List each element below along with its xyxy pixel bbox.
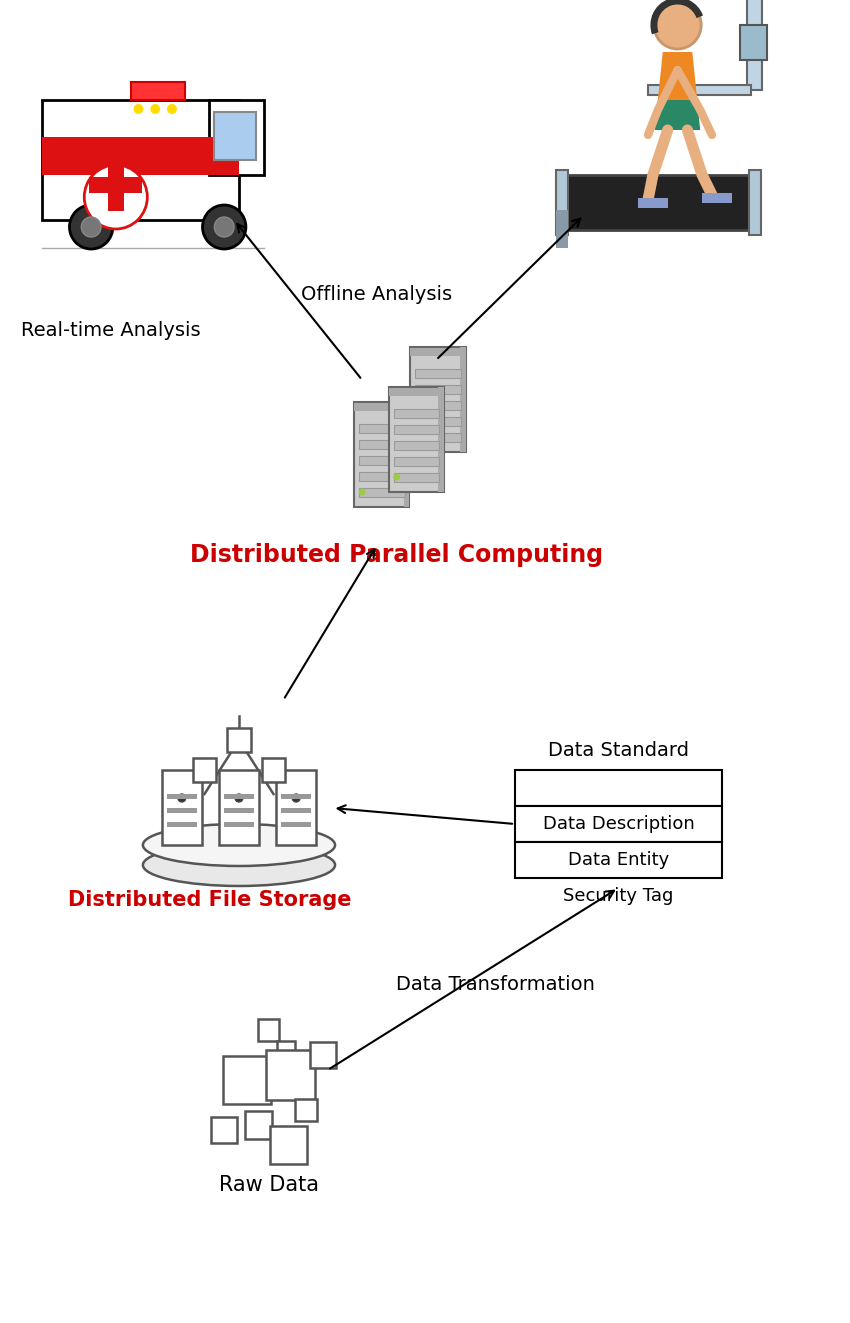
Bar [411,347,466,452]
Bar [388,388,444,492]
Circle shape [84,165,147,229]
Circle shape [292,794,300,802]
Bar [416,417,461,426]
Text: Data Entity: Data Entity [568,851,669,869]
Bar [360,441,405,448]
Bar [219,770,258,845]
Bar [460,347,466,452]
Bar [214,112,256,160]
Bar [360,472,405,482]
Bar [360,423,405,433]
Bar [746,0,762,90]
Circle shape [654,1,701,49]
Text: Data Standard: Data Standard [548,741,688,759]
Bar [360,456,405,464]
Polygon shape [654,101,700,130]
Bar [354,402,410,507]
Polygon shape [658,52,697,101]
Bar [89,177,143,193]
Bar [394,441,439,450]
Bar [245,1111,273,1139]
Bar [438,388,444,492]
Ellipse shape [143,824,335,867]
Circle shape [394,474,400,480]
Text: Real-time Analysis: Real-time Analysis [21,320,201,340]
Bar [648,85,751,95]
Circle shape [178,794,186,802]
Bar [394,409,439,418]
Bar [269,1126,307,1164]
Bar [227,728,251,751]
Bar [310,1043,336,1068]
Circle shape [70,205,113,249]
Bar [295,1099,317,1121]
Bar [42,101,239,220]
Bar [750,169,762,235]
Bar [416,369,461,378]
Circle shape [415,434,422,441]
Bar [281,794,311,799]
Bar [277,1041,295,1058]
Text: Distributed File Storage: Distributed File Storage [68,890,351,910]
Bar [638,198,668,208]
Bar [265,1050,314,1099]
Bar [224,808,254,814]
Bar [276,770,316,845]
Bar [515,841,722,878]
Bar [258,1019,280,1041]
Bar [740,25,768,60]
Bar [167,808,196,814]
Bar [212,1117,237,1143]
Bar [556,169,568,235]
Bar [404,402,410,507]
Text: Data Transformation: Data Transformation [396,975,595,995]
Bar [167,822,196,827]
Text: Offline Analysis: Offline Analysis [302,286,452,304]
Bar [416,433,461,442]
Text: Security Tag: Security Tag [564,886,673,905]
Bar [394,474,439,482]
Text: Raw Data: Raw Data [218,1175,319,1195]
Bar [515,806,722,841]
Bar [262,758,286,782]
Bar [42,138,239,175]
Circle shape [202,205,246,249]
Bar [162,770,201,845]
Bar [281,808,311,814]
Bar [209,101,264,175]
Bar [394,456,439,466]
Bar [224,1056,270,1103]
Bar [224,794,254,799]
Circle shape [359,488,366,496]
Bar [108,157,124,210]
Bar [354,404,410,411]
Bar [131,82,184,101]
Circle shape [133,105,144,114]
Bar [411,348,466,356]
Bar [556,210,568,247]
Bar [224,822,254,827]
Bar [360,488,405,497]
Text: Distributed Parallel Computing: Distributed Parallel Computing [190,542,604,568]
Text: Data Description: Data Description [542,815,694,833]
Bar [515,770,722,806]
Bar [193,758,216,782]
Bar [702,193,732,202]
Bar [281,822,311,827]
Bar [388,388,444,396]
Circle shape [167,105,177,114]
Circle shape [150,105,160,114]
Circle shape [214,217,234,237]
Circle shape [82,217,101,237]
Bar [416,385,461,394]
Circle shape [235,794,243,802]
Bar [167,794,196,799]
Bar [394,425,439,434]
Ellipse shape [143,844,335,886]
Bar [416,401,461,410]
Bar [564,175,756,230]
